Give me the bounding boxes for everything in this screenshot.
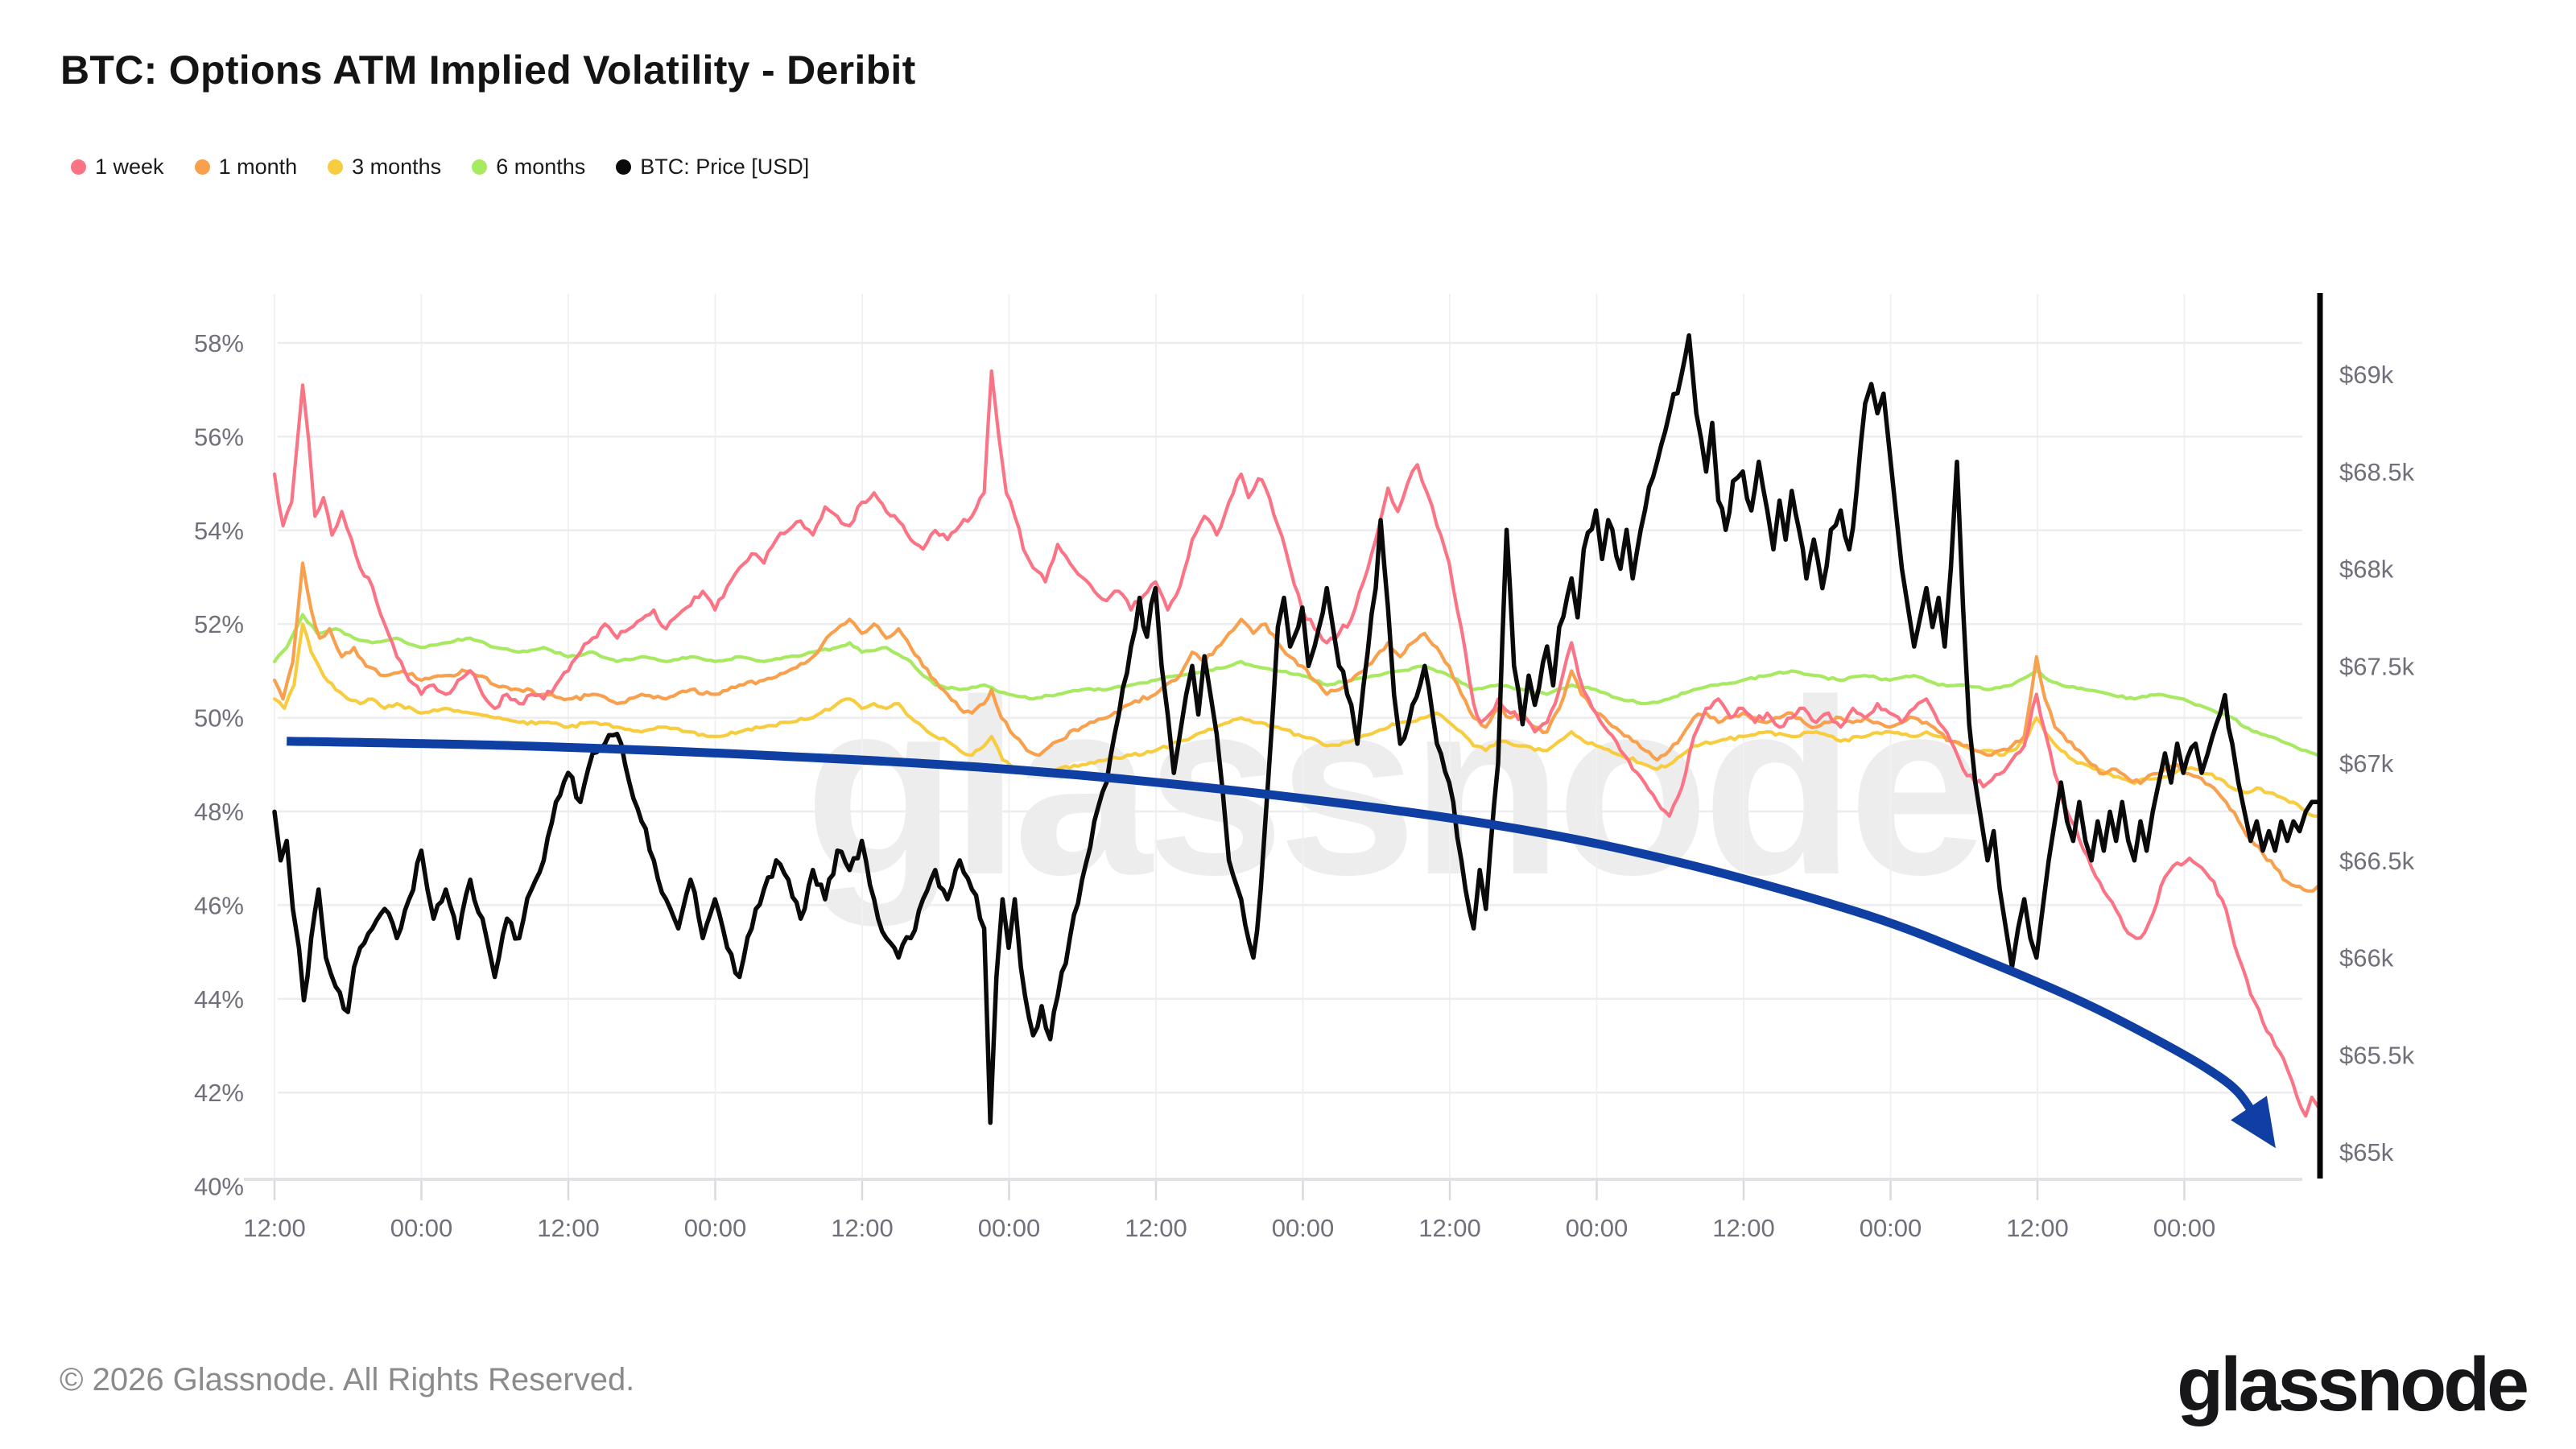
series-dot-icon bbox=[472, 159, 488, 175]
y-left-tick-label: 42% bbox=[194, 1079, 244, 1107]
x-tick-label: 00:00 bbox=[1272, 1214, 1335, 1242]
arrowhead-icon bbox=[2231, 1096, 2276, 1149]
right-axis-spine bbox=[2317, 293, 2323, 1179]
legend-item-1-month[interactable]: 1 month bbox=[194, 155, 298, 180]
x-tick-label: 12:00 bbox=[1418, 1214, 1481, 1242]
y-right-tick-label: $66k bbox=[2339, 944, 2394, 972]
x-tick-label: 12:00 bbox=[243, 1214, 306, 1242]
chart-axis-labels: 58% 56% 54% 52% 50% 48% 46% 44% 42% 40% $69k $68.5k… bbox=[194, 329, 2415, 1242]
y-right-tick-label: $69k bbox=[2339, 361, 2394, 389]
legend-label: 1 month bbox=[218, 155, 298, 179]
y-right-tick-label: $68k bbox=[2339, 555, 2394, 584]
x-tick-label: 00:00 bbox=[684, 1214, 747, 1242]
x-tick-label: 12:00 bbox=[1125, 1214, 1187, 1242]
copyright-text: © 2026 Glassnode. All Rights Reserved. bbox=[60, 1362, 635, 1397]
series-dot-icon bbox=[194, 159, 210, 175]
y-left-tick-label: 52% bbox=[194, 610, 244, 638]
x-tick-label: 12:00 bbox=[1712, 1214, 1775, 1242]
legend-item-1-week[interactable]: 1 week bbox=[71, 155, 164, 180]
series-line-6-months bbox=[272, 613, 2320, 758]
glassnode-logo: glassnode bbox=[2177, 1342, 2529, 1427]
legend-label: 1 week bbox=[95, 155, 164, 179]
x-tick-label: 12:00 bbox=[537, 1214, 600, 1242]
y-left-tick-label: 48% bbox=[194, 798, 244, 826]
legend-item-3-months[interactable]: 3 months bbox=[328, 155, 441, 180]
legend-label: 3 months bbox=[352, 155, 442, 179]
x-tick-label: 12:00 bbox=[2006, 1214, 2069, 1242]
series-dot-icon bbox=[328, 159, 344, 175]
y-left-tick-label: 44% bbox=[194, 985, 244, 1013]
x-tick-label: 00:00 bbox=[1566, 1214, 1629, 1242]
legend-label: BTC: Price [USD] bbox=[640, 155, 810, 179]
x-tick-label: 00:00 bbox=[390, 1214, 453, 1242]
y-right-tick-label: $65k bbox=[2339, 1138, 2394, 1166]
y-left-tick-label: 46% bbox=[194, 891, 244, 919]
y-left-tick-label: 40% bbox=[194, 1173, 244, 1201]
series-line-1-month bbox=[272, 561, 2320, 893]
legend-item-btc-price[interactable]: BTC: Price [USD] bbox=[616, 155, 809, 180]
legend-item-6-months[interactable]: 6 months bbox=[472, 155, 585, 180]
x-tick-label: 00:00 bbox=[978, 1214, 1041, 1242]
y-right-tick-label: $68.5k bbox=[2339, 458, 2415, 486]
legend-label: 6 months bbox=[496, 155, 586, 179]
series-dot-icon bbox=[616, 159, 632, 175]
chart-annotation-arrow bbox=[287, 737, 2276, 1149]
x-tick-label: 12:00 bbox=[831, 1214, 894, 1242]
y-right-tick-label: $65.5k bbox=[2339, 1041, 2415, 1069]
y-right-tick-label: $67.5k bbox=[2339, 652, 2415, 680]
x-tick-label: 00:00 bbox=[1860, 1214, 1922, 1242]
y-left-tick-label: 54% bbox=[194, 517, 244, 545]
y-left-tick-label: 56% bbox=[194, 423, 244, 451]
y-right-tick-label: $67k bbox=[2339, 749, 2394, 778]
series-dot-icon bbox=[71, 159, 86, 175]
y-left-tick-label: 58% bbox=[194, 329, 244, 357]
y-left-tick-label: 50% bbox=[194, 704, 244, 733]
x-tick-label: 00:00 bbox=[2153, 1214, 2216, 1242]
chart-legend: 1 week 1 month 3 months 6 months BTC: Pr… bbox=[71, 155, 809, 180]
page-title: BTC: Options ATM Implied Volatility - De… bbox=[60, 47, 916, 93]
y-right-tick-label: $66.5k bbox=[2339, 847, 2415, 875]
